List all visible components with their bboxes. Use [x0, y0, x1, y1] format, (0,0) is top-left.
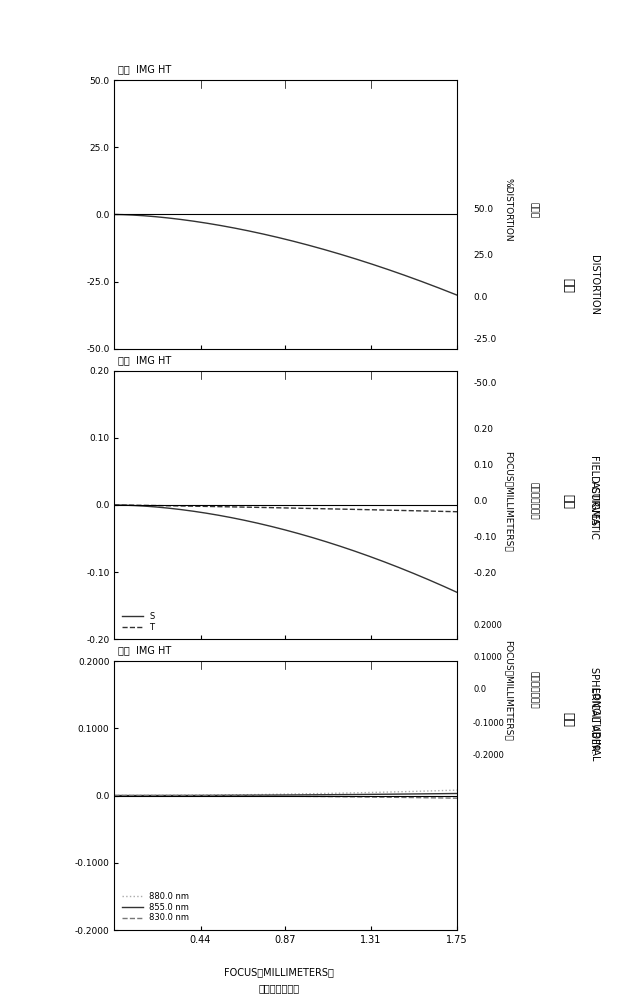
Text: FOCUS（MILLIMETERS）: FOCUS（MILLIMETERS） [504, 640, 512, 740]
Text: SPHERICAL ABER.: SPHERICAL ABER. [589, 667, 599, 753]
Text: 像散: 像散 [562, 493, 575, 508]
Text: %DISTORTION: %DISTORTION [504, 178, 512, 242]
Text: 焦点（偏移量）: 焦点（偏移量） [259, 983, 300, 993]
Text: -25.0: -25.0 [473, 336, 497, 344]
Text: LONGITUDINAL: LONGITUDINAL [589, 688, 599, 762]
Text: DISTORTION: DISTORTION [589, 255, 599, 315]
Text: 畸变率: 畸变率 [529, 202, 538, 218]
Text: 0.2000: 0.2000 [473, 620, 502, 630]
Legend: S, T: S, T [119, 609, 158, 635]
Text: -0.10: -0.10 [473, 532, 497, 542]
Text: -0.2000: -0.2000 [473, 752, 505, 760]
Text: FOCUS（MILLIMETERS）: FOCUS（MILLIMETERS） [224, 967, 335, 977]
Text: 像高  IMG HT: 像高 IMG HT [117, 355, 171, 365]
Text: -0.1000: -0.1000 [473, 718, 505, 728]
Text: 0.20: 0.20 [473, 426, 493, 434]
Text: 球差: 球差 [562, 712, 575, 728]
Text: 0.0: 0.0 [473, 292, 488, 302]
Text: FIELD CURVES: FIELD CURVES [589, 455, 599, 525]
Text: -50.0: -50.0 [473, 378, 497, 387]
Legend: 880.0 nm, 855.0 nm, 830.0 nm: 880.0 nm, 855.0 nm, 830.0 nm [119, 889, 192, 926]
Text: 焦点（偏移量）: 焦点（偏移量） [529, 482, 538, 520]
Text: 0.10: 0.10 [473, 462, 493, 471]
Text: 畸变: 畸变 [562, 277, 575, 292]
Text: 25.0: 25.0 [473, 250, 493, 259]
Text: FOCUS（MILLIMETERS）: FOCUS（MILLIMETERS） [504, 451, 512, 551]
Text: 像高  IMG HT: 像高 IMG HT [117, 646, 171, 656]
Text: 0.1000: 0.1000 [473, 654, 502, 662]
Text: 焦点（偏移量）: 焦点（偏移量） [529, 671, 538, 709]
Text: 像高  IMG HT: 像高 IMG HT [117, 65, 171, 75]
Text: 50.0: 50.0 [473, 206, 493, 215]
Text: 0.0: 0.0 [473, 686, 486, 694]
Text: 0.0: 0.0 [473, 496, 488, 506]
Text: -0.20: -0.20 [473, 568, 497, 578]
Text: ASTIGMATIC: ASTIGMATIC [589, 481, 599, 539]
